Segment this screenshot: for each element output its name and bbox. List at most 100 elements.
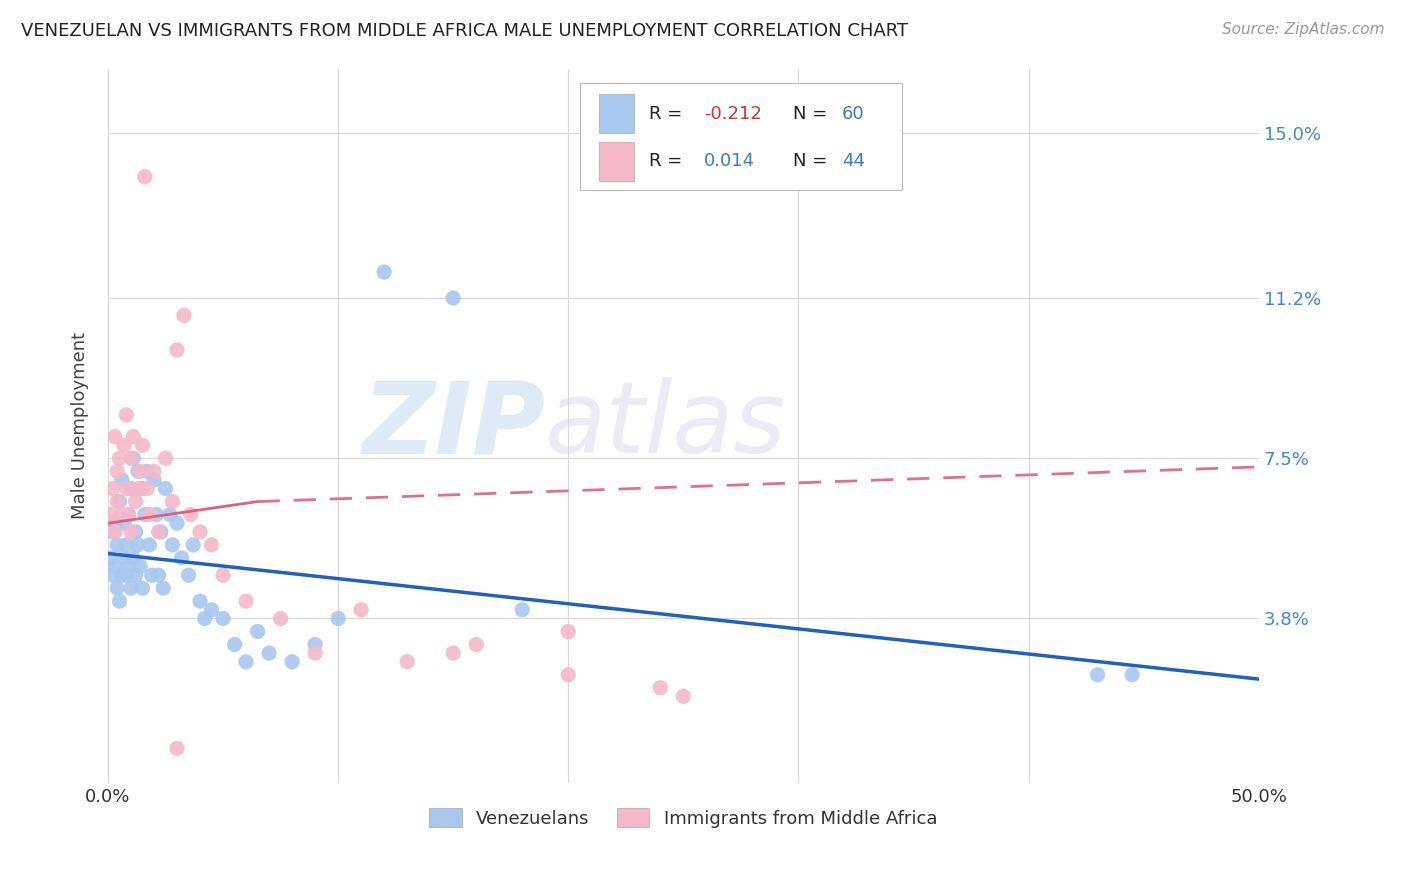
Point [152, 581, 174, 595]
Point [304, 646, 326, 660]
Point [326, 611, 349, 625]
Point [304, 638, 326, 652]
Text: atlas: atlas [546, 377, 787, 475]
Text: 60: 60 [842, 104, 865, 122]
Text: 44: 44 [842, 153, 865, 170]
Point [115, 482, 138, 496]
Text: R =: R = [648, 153, 688, 170]
Point [270, 611, 292, 625]
Point [98, 550, 121, 565]
Point [127, 538, 149, 552]
Point [122, 451, 145, 466]
Point [104, 516, 127, 531]
Point [177, 568, 200, 582]
Point [101, 524, 124, 539]
Point [104, 559, 127, 574]
Point [162, 494, 184, 508]
Point [108, 451, 131, 466]
Point [104, 524, 127, 539]
Text: 0.014: 0.014 [704, 153, 755, 170]
FancyBboxPatch shape [599, 94, 634, 133]
Point [510, 603, 533, 617]
Text: ZIP: ZIP [363, 377, 546, 475]
Legend: Venezuelans, Immigrants from Middle Africa: Venezuelans, Immigrants from Middle Afri… [422, 801, 945, 835]
Text: VENEZUELAN VS IMMIGRANTS FROM MIDDLE AFRICA MALE UNEMPLOYMENT CORRELATION CHART: VENEZUELAN VS IMMIGRANTS FROM MIDDLE AFR… [21, 22, 908, 40]
Point [235, 655, 257, 669]
Point [188, 524, 211, 539]
Point [112, 550, 135, 565]
Point [672, 690, 695, 704]
Point [98, 508, 121, 522]
Point [138, 538, 160, 552]
Point [166, 741, 188, 756]
Point [148, 524, 170, 539]
Point [373, 265, 395, 279]
Point [129, 559, 152, 574]
Point [194, 611, 217, 625]
Point [127, 464, 149, 478]
Point [101, 482, 124, 496]
Point [124, 524, 146, 539]
Point [136, 464, 159, 478]
Point [129, 464, 152, 478]
Point [212, 611, 235, 625]
Text: -0.212: -0.212 [704, 104, 762, 122]
Point [136, 482, 159, 496]
Point [257, 646, 280, 660]
Point [120, 581, 142, 595]
Point [350, 603, 373, 617]
Point [166, 343, 188, 357]
Point [162, 538, 184, 552]
FancyBboxPatch shape [579, 83, 903, 190]
Point [120, 482, 142, 496]
Point [111, 473, 134, 487]
Point [159, 508, 181, 522]
Point [149, 524, 172, 539]
Point [105, 581, 128, 595]
Point [124, 494, 146, 508]
Point [1121, 667, 1143, 681]
Point [155, 451, 177, 466]
Point [1087, 667, 1109, 681]
Point [118, 508, 141, 522]
Point [118, 559, 141, 574]
Point [131, 482, 153, 496]
Point [138, 508, 160, 522]
Point [212, 568, 235, 582]
Point [200, 538, 222, 552]
Point [112, 516, 135, 531]
Point [105, 464, 128, 478]
Point [108, 494, 131, 508]
Text: N =: N = [793, 104, 832, 122]
Point [127, 482, 149, 496]
Point [122, 550, 145, 565]
Point [557, 667, 579, 681]
Point [148, 568, 170, 582]
FancyBboxPatch shape [599, 142, 634, 181]
Point [235, 594, 257, 608]
Point [120, 524, 142, 539]
Point [111, 568, 134, 582]
Point [105, 494, 128, 508]
Point [224, 638, 246, 652]
Point [134, 169, 156, 184]
Point [141, 568, 163, 582]
Point [120, 451, 142, 466]
Point [124, 568, 146, 582]
Point [111, 508, 134, 522]
Point [281, 655, 304, 669]
Point [134, 508, 156, 522]
Point [115, 408, 138, 422]
Point [396, 655, 419, 669]
Point [155, 482, 177, 496]
Point [166, 516, 188, 531]
Point [188, 594, 211, 608]
Point [441, 291, 464, 305]
Point [108, 594, 131, 608]
Point [131, 581, 153, 595]
Point [131, 438, 153, 452]
Point [118, 508, 141, 522]
Point [180, 508, 202, 522]
Point [246, 624, 269, 639]
Point [170, 550, 193, 565]
